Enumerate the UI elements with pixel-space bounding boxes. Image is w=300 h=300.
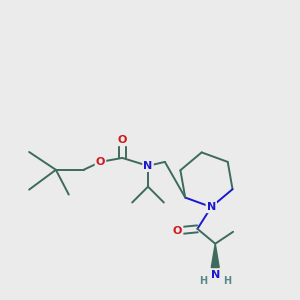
Text: H: H bbox=[223, 276, 231, 286]
Text: H: H bbox=[199, 276, 207, 286]
Text: O: O bbox=[96, 157, 105, 167]
Text: N: N bbox=[207, 202, 216, 212]
Text: N: N bbox=[143, 161, 153, 171]
Text: N: N bbox=[211, 270, 220, 280]
Text: O: O bbox=[118, 135, 127, 145]
Polygon shape bbox=[211, 244, 219, 268]
Text: O: O bbox=[173, 226, 182, 236]
